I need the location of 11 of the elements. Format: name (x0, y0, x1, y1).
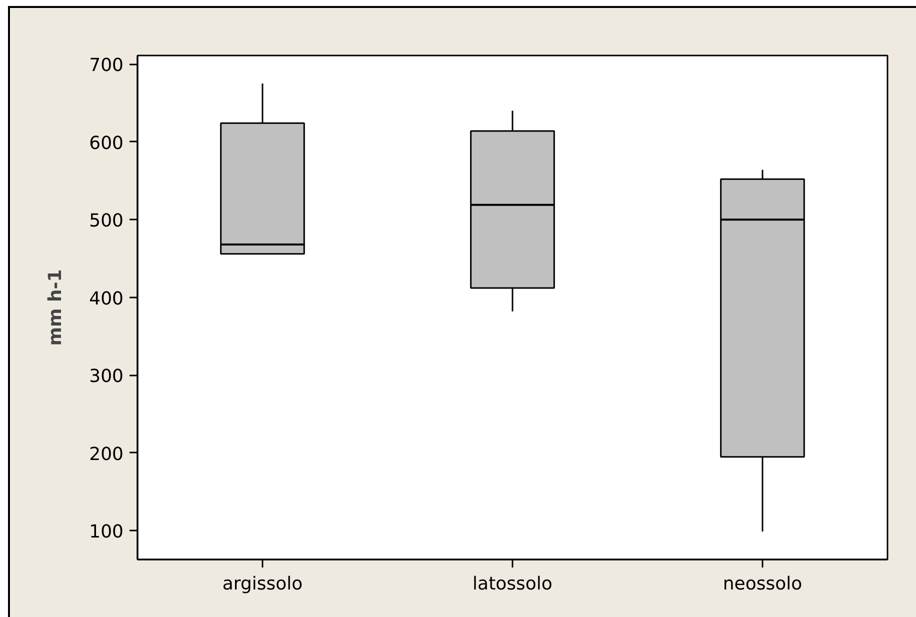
y-tick-label: 600 (89, 132, 124, 154)
y-axis-title: mm h-1 (45, 269, 66, 346)
y-tick-label: 700 (89, 55, 124, 76)
y-tick-label: 100 (89, 522, 124, 543)
x-tick-label: argissolo (222, 574, 303, 594)
y-tick-label: 400 (89, 288, 124, 310)
x-tick-label: latossolo (472, 574, 552, 594)
y-tick-label: 200 (89, 444, 124, 465)
y-tick-label: 500 (89, 210, 124, 232)
x-tick-label: neossolo (722, 574, 802, 594)
y-tick-label: 300 (89, 366, 124, 388)
